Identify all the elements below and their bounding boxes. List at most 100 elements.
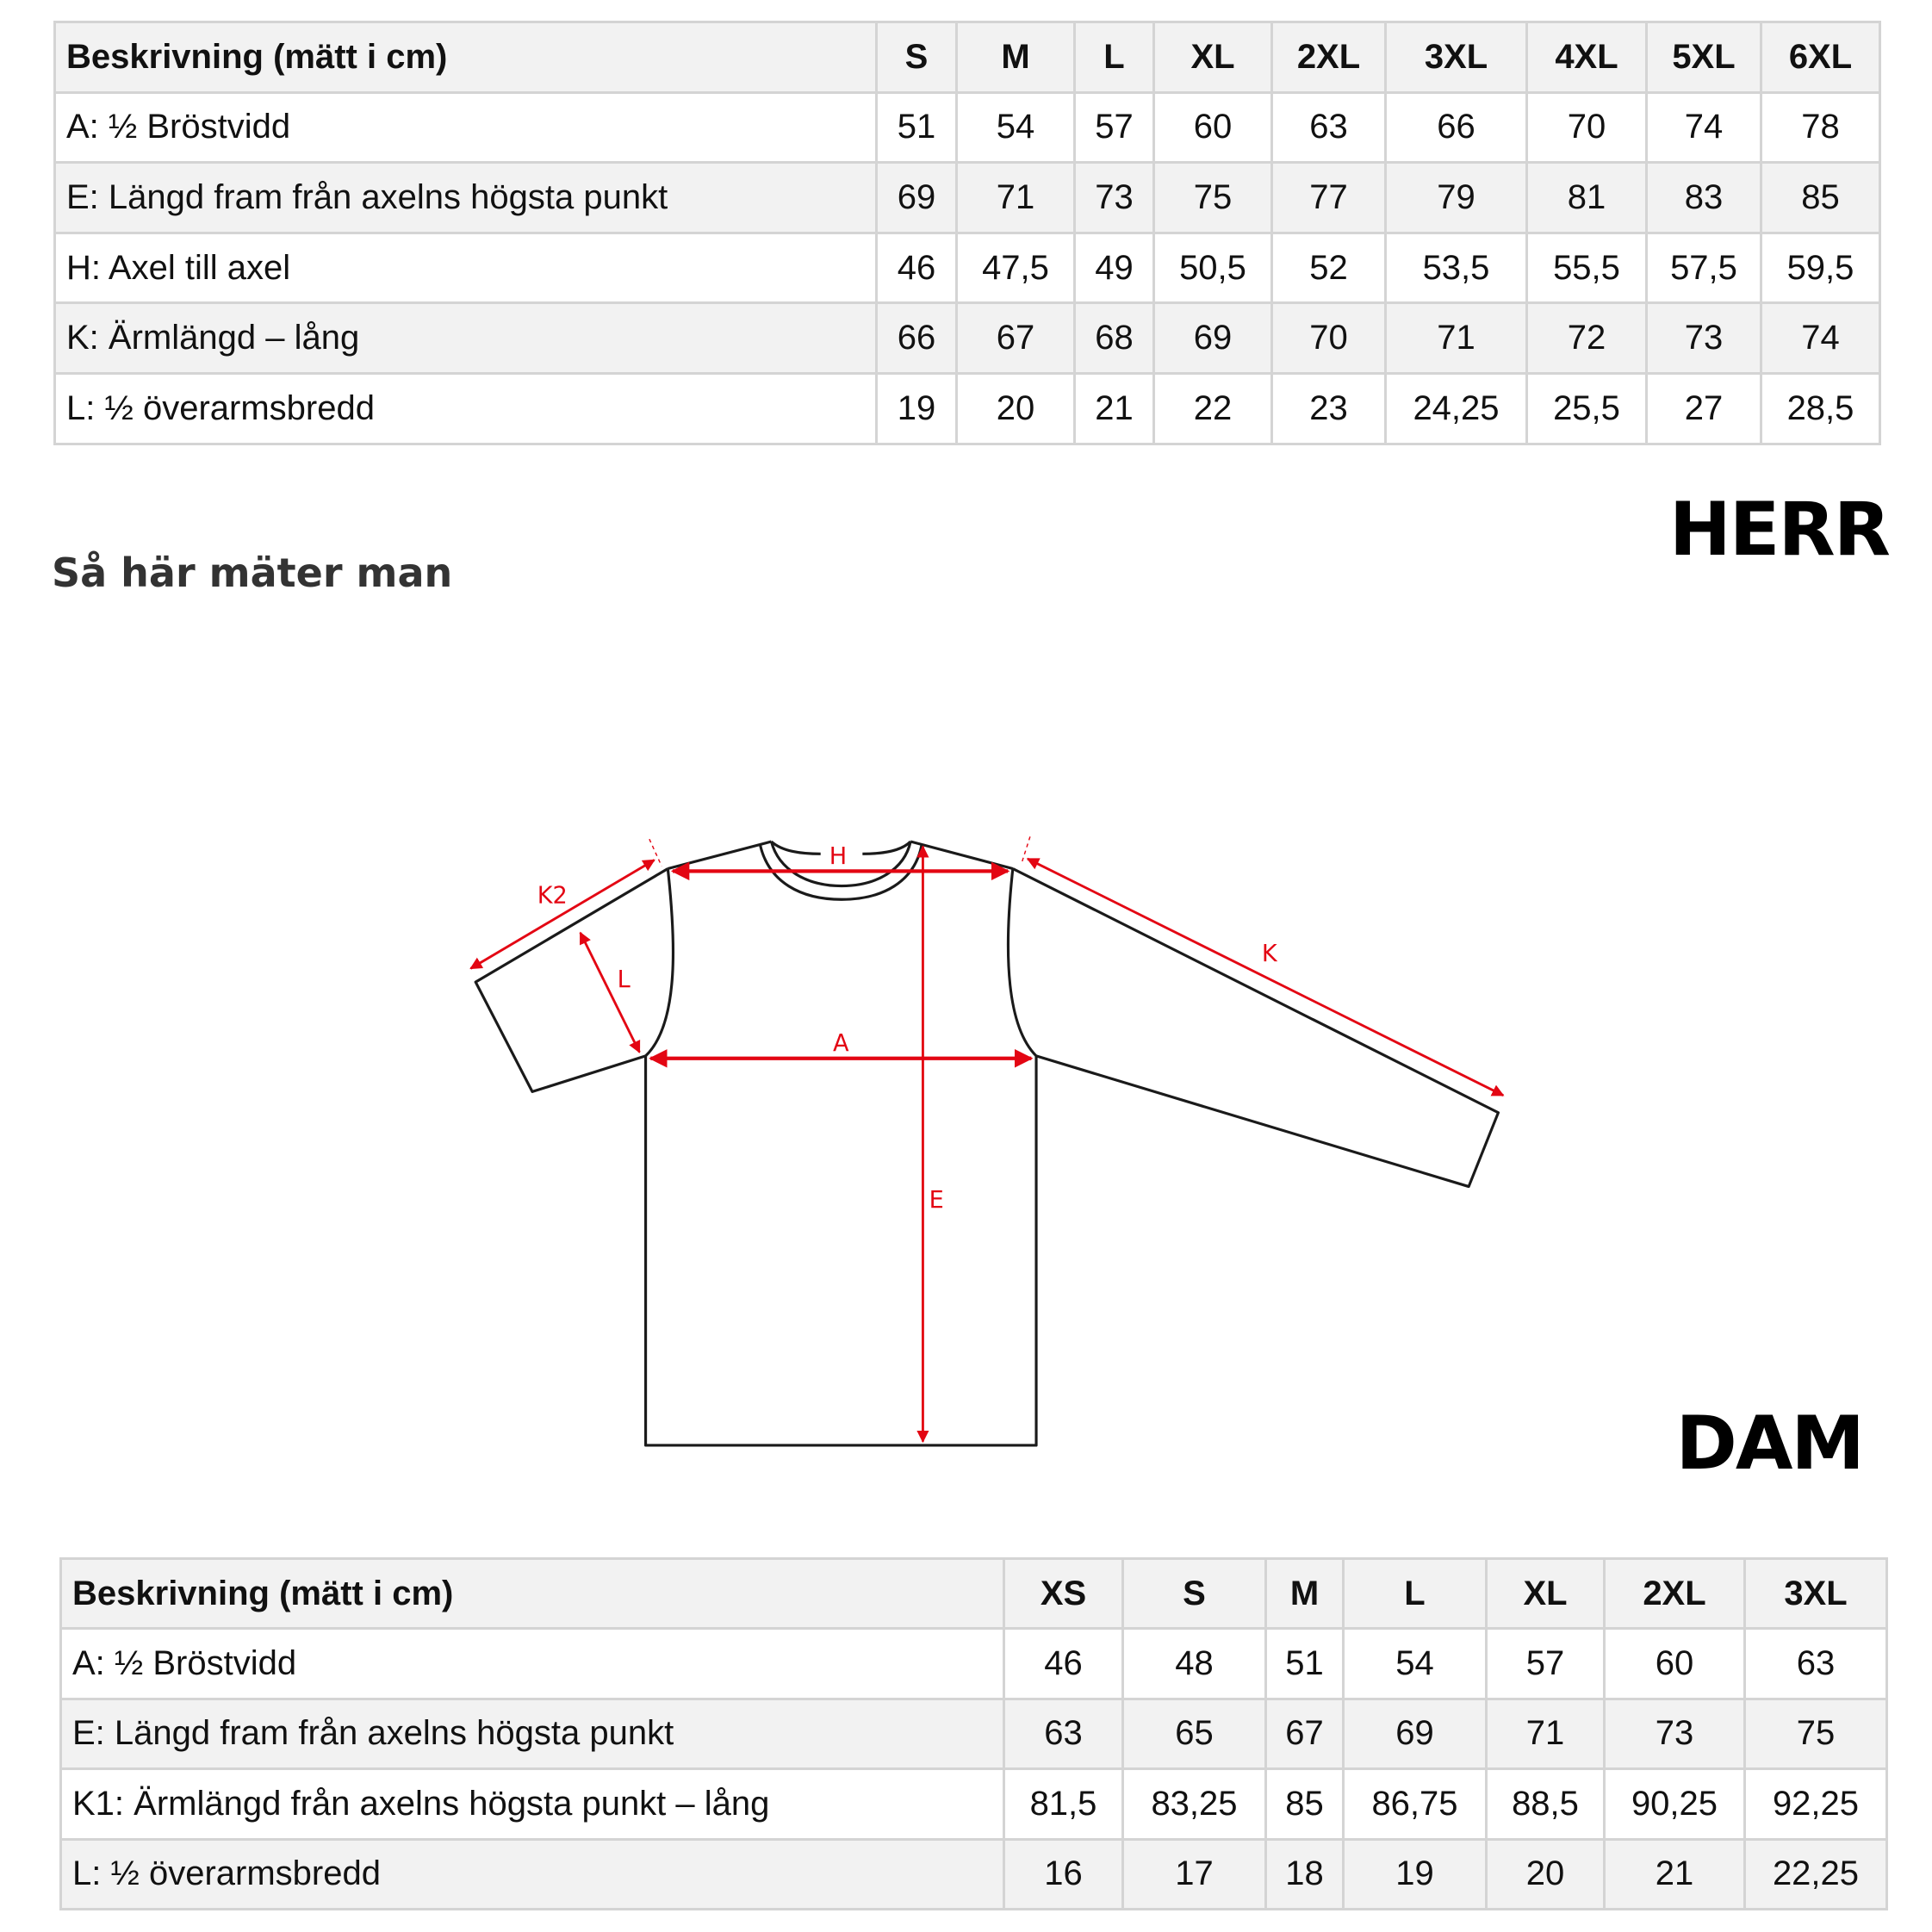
measurement-value: 53,5 [1384,231,1528,305]
collar-inner [769,841,912,888]
measurement-value: 81,5 [1003,1767,1124,1841]
table-row: K1: Ärmlängd från axelns högsta punkt – … [59,1767,1888,1841]
measurement-value: 63 [1003,1697,1124,1771]
shirt-body [644,1055,1038,1447]
shoulder-point-right [1021,836,1031,864]
measurement-value: 71 [1485,1697,1606,1771]
measurement-description: L: ½ överarmsbredd [59,1837,1005,1910]
column-header-size: M [1264,1556,1345,1631]
column-header-size: 4XL [1525,21,1648,94]
measurement-value: 22 [1152,371,1273,445]
measure-k [1026,857,1505,1096]
table-row: A: ½ Bröstvidd 51 54 57 60 63 66 70 74 78 [53,90,1881,165]
column-header-size: 5XL [1645,21,1762,94]
measurement-value: 73 [1073,161,1155,234]
table-row: K: Ärmlängd – lång 66 67 68 69 70 71 72 73 74 [53,301,1881,375]
measurement-value: 71 [1384,301,1528,375]
column-header-size: 3XL [1384,21,1528,94]
how-to-measure-heading: Så här mäter man [52,550,453,596]
measurement-value: 77 [1270,161,1387,234]
measurement-value: 73 [1645,301,1762,375]
measurement-value: 79 [1384,161,1528,234]
measurement-value: 85 [1760,161,1881,234]
measurement-value: 28,5 [1760,371,1881,445]
right-armhole [1006,868,1038,1058]
column-header-size: XS [1003,1556,1124,1631]
measurement-value: 20 [955,371,1076,445]
table-row: L: ½ överarmsbredd 19 20 21 22 23 24,25 25,5 27 2… [53,371,1881,445]
column-header-size: S [875,21,958,94]
measurement-value: 52 [1270,231,1387,305]
measurement-value: 74 [1760,301,1881,375]
measure-l [579,931,641,1053]
measurement-value: 72 [1525,301,1648,375]
dam-size-table: Beskrivning (mätt i cm) XS S M L XL 2XL 3XL A: ½… [59,1556,1888,1910]
header-row: Beskrivning (mätt i cm) XS S M L XL 2XL 3XL [59,1556,1888,1631]
measurement-value: 67 [1264,1697,1345,1771]
label-k: K [1262,941,1278,967]
measurement-value: 51 [875,90,958,165]
measurement-value: 73 [1603,1697,1746,1771]
column-header-size: S [1121,1556,1267,1631]
column-header-size: XL [1152,21,1273,94]
measurement-value: 69 [1152,301,1273,375]
column-header-size: M [955,21,1076,94]
header-row: Beskrivning (mätt i cm) S M L XL 2XL 3XL 4XL 5XL… [53,21,1881,94]
column-header-size: 3XL [1743,1556,1888,1631]
measurement-value: 59,5 [1760,231,1881,305]
shoulder-line [667,840,1014,871]
measurement-value: 60 [1152,90,1273,165]
measurement-value: 57 [1485,1627,1606,1700]
column-header-size: L [1073,21,1155,94]
label-a: A [833,1030,849,1057]
measurement-value: 78 [1760,90,1881,165]
measurement-description: A: ½ Bröstvidd [59,1627,1005,1700]
measurement-value: 54 [1342,1627,1488,1700]
measurement-value: 54 [955,90,1076,165]
label-h: H [829,843,847,870]
dam-title: DAM [1675,1401,1865,1487]
label-k2: K2 [537,883,568,910]
column-header-size: 2XL [1603,1556,1746,1631]
measurement-value: 46 [875,231,958,305]
label-l: L [618,966,631,993]
shoulder-point-left [649,838,662,867]
column-header-description: Beskrivning (mätt i cm) [59,1556,1005,1631]
measurement-value: 25,5 [1525,371,1648,445]
shirt-outline [474,840,1500,1447]
measurement-value: 17 [1121,1837,1267,1910]
measurement-value: 60 [1603,1627,1746,1700]
column-header-size: 6XL [1760,21,1881,94]
measurement-value: 66 [1384,90,1528,165]
measurement-value: 55,5 [1525,231,1648,305]
measurement-description: E: Längd fram från axelns högsta punkt [59,1697,1005,1771]
measurement-value: 71 [955,161,1076,234]
measurement-value: 75 [1152,161,1273,234]
measurement-value: 65 [1121,1697,1267,1771]
measurement-value: 69 [1342,1697,1488,1771]
column-header-size: L [1342,1556,1488,1631]
measurement-description: K: Ärmlängd – lång [53,301,878,375]
measurement-value: 24,25 [1384,371,1528,445]
measurement-value: 19 [1342,1837,1488,1910]
table-row: L: ½ överarmsbredd 16 17 18 19 20 21 22,25 [59,1837,1888,1910]
measurement-description: E: Längd fram från axelns högsta punkt [53,161,878,234]
measurement-value: 18 [1264,1837,1345,1910]
measurement-value: 47,5 [955,231,1076,305]
table-row: H: Axel till axel 46 47,5 49 50,5 52 53,5 55,5 5… [53,231,1881,305]
measurement-description: H: Axel till axel [53,231,878,305]
measurement-value: 67 [955,301,1076,375]
measurement-value: 21 [1603,1837,1746,1910]
measurement-description: K1: Ärmlängd från axelns högsta punkt – … [59,1767,1005,1841]
measurement-value: 57,5 [1645,231,1762,305]
measurement-value: 51 [1264,1627,1345,1700]
table-row: A: ½ Bröstvidd 46 48 51 54 57 60 63 [59,1627,1888,1700]
column-header-size: XL [1485,1556,1606,1631]
neckline-back [770,840,912,855]
measurement-value: 68 [1073,301,1155,375]
measurement-value: 85 [1264,1767,1345,1841]
measurement-value: 63 [1743,1627,1888,1700]
measurement-value: 90,25 [1603,1767,1746,1841]
measurement-value: 57 [1073,90,1155,165]
right-sleeve [1012,867,1500,1189]
